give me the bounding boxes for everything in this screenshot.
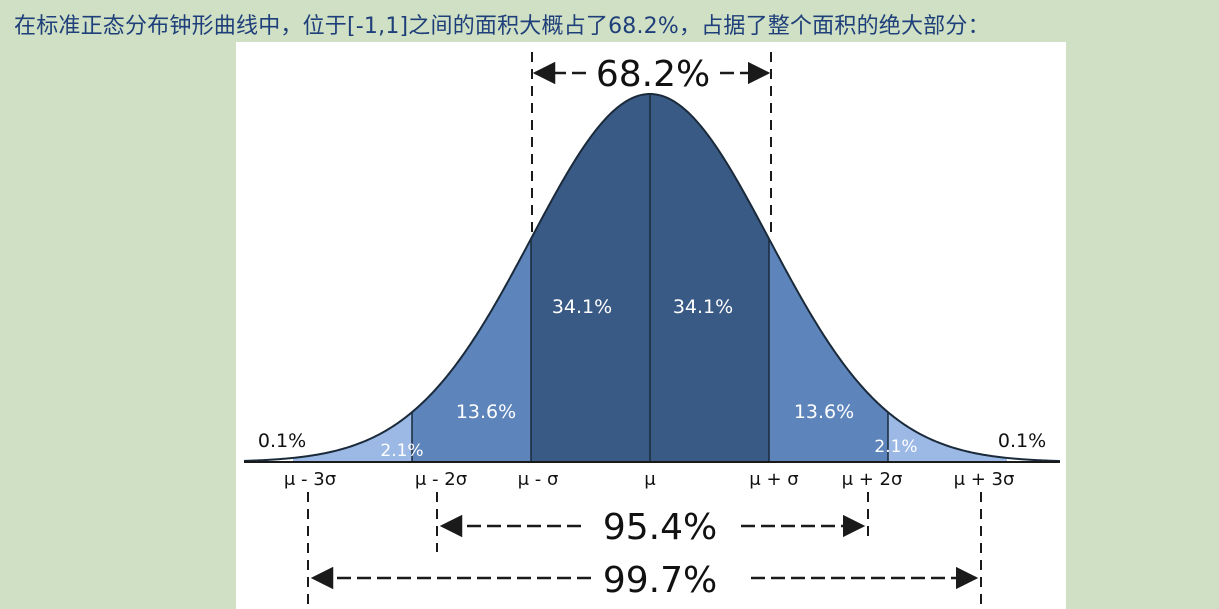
tick-mu-minus-2sigma: μ - 2σ (415, 469, 467, 490)
band-three-sigma-right (888, 412, 1007, 462)
label-second-left: 13.6% (456, 401, 516, 423)
label-tail-left: 0.1% (258, 430, 306, 452)
label-third-left: 2.1% (380, 441, 423, 461)
range-three-sigma-label: 99.7% (603, 560, 717, 601)
tick-mu-plus-3sigma: μ + 3σ (954, 469, 1015, 490)
label-third-right: 2.1% (874, 437, 917, 457)
bell-curve-outline (243, 92, 1061, 463)
range-three-sigma: 99.7% (307, 492, 982, 609)
range-one-sigma: 68.2% (531, 52, 772, 238)
caption-text: 在标准正态分布钟形曲线中，位于[-1,1]之间的面积大概占了68.2%，占据了整… (14, 14, 990, 39)
range-two-sigma-label: 95.4% (603, 507, 717, 548)
label-center-left: 34.1% (552, 296, 612, 318)
tick-mu-plus-2sigma: μ + 2σ (842, 469, 903, 490)
normal-distribution-figure: 34.1% 34.1% 13.6% 13.6% 2.1% 2.1% 0.1% 0… (236, 42, 1066, 609)
tick-mu-minus-3sigma: μ - 3σ (284, 469, 336, 490)
tick-mu-plus-sigma: μ + σ (749, 469, 798, 490)
tick-mu: μ (644, 469, 656, 490)
label-second-right: 13.6% (794, 401, 854, 423)
tick-mu-minus-sigma: μ - σ (518, 469, 559, 490)
sigma-separators (411, 94, 889, 462)
bell-curve-diagram: 34.1% 34.1% 13.6% 13.6% 2.1% 2.1% 0.1% 0… (243, 52, 1061, 609)
range-two-sigma: 95.4% (436, 492, 869, 552)
label-center-right: 34.1% (673, 296, 733, 318)
range-one-sigma-label: 68.2% (596, 54, 710, 95)
band-three-sigma-left (293, 412, 412, 462)
label-tail-right: 0.1% (998, 430, 1046, 452)
